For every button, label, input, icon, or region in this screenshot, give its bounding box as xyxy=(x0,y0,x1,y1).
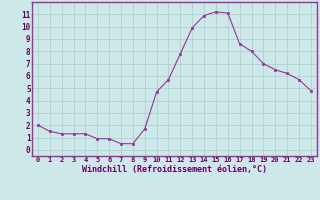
X-axis label: Windchill (Refroidissement éolien,°C): Windchill (Refroidissement éolien,°C) xyxy=(82,165,267,174)
